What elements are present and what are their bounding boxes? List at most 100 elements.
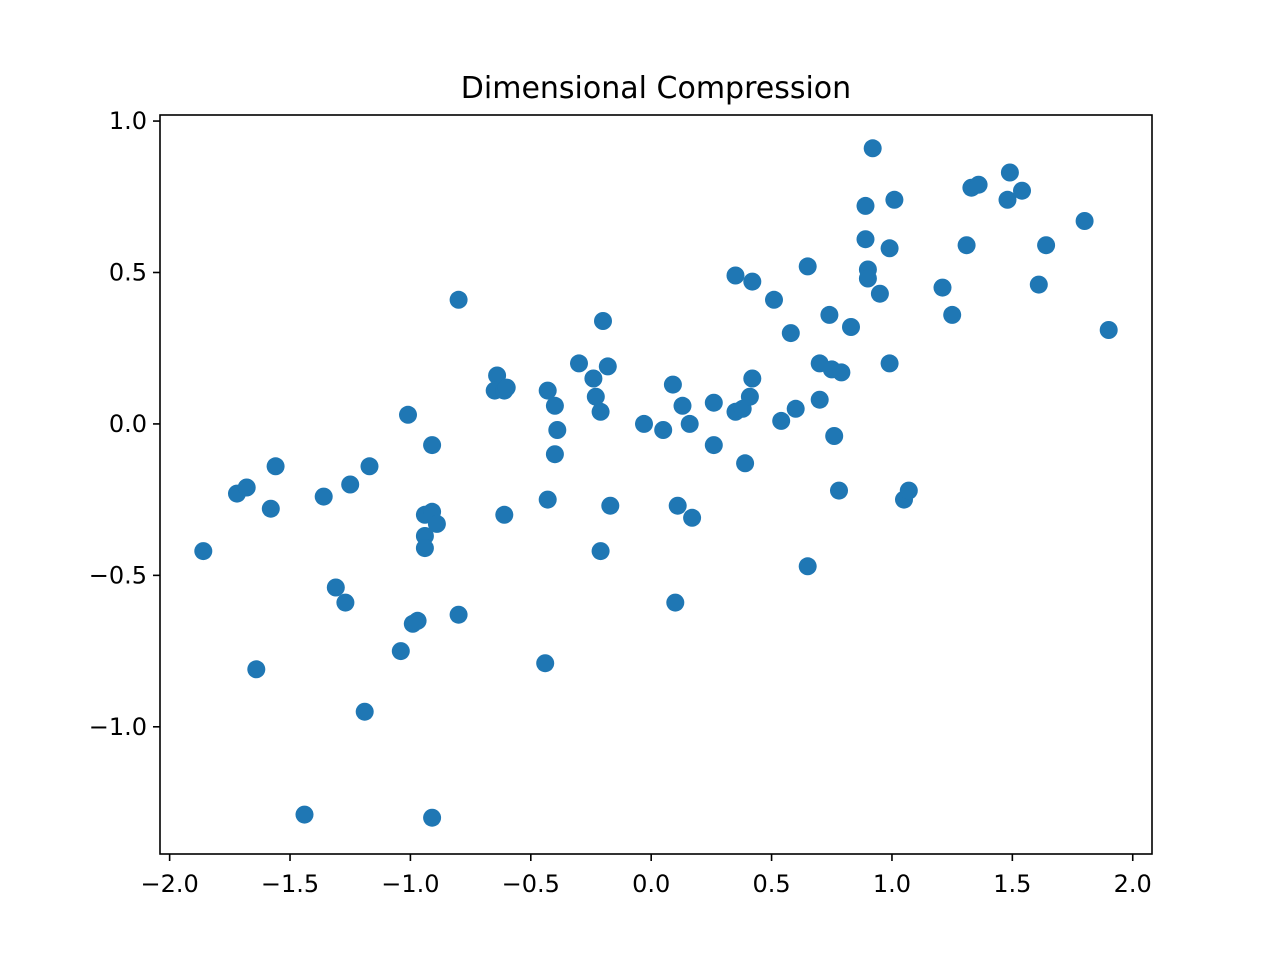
x-tick-label: 1.5 — [993, 870, 1031, 898]
data-point — [355, 702, 374, 721]
data-point — [314, 487, 333, 506]
data-point — [666, 593, 685, 612]
data-point — [856, 230, 875, 249]
data-point — [341, 475, 360, 494]
data-point — [635, 414, 653, 433]
data-point — [449, 605, 468, 624]
data-point — [237, 478, 256, 497]
data-point — [820, 305, 839, 324]
data-point — [194, 542, 213, 561]
x-tick-label: 0.0 — [632, 870, 670, 898]
x-tick-label: −2.0 — [140, 870, 198, 898]
data-point — [247, 660, 266, 679]
data-point — [842, 318, 860, 336]
data-point — [1075, 212, 1094, 230]
data-point — [584, 369, 603, 388]
data-point — [772, 411, 791, 430]
data-point — [408, 611, 427, 630]
data-point — [683, 508, 702, 527]
data-point — [295, 805, 314, 824]
data-point — [1099, 321, 1118, 339]
data-point — [536, 654, 555, 673]
data-point — [943, 305, 962, 324]
x-tick-label: −1.5 — [261, 870, 319, 898]
data-point — [663, 375, 682, 394]
data-points — [194, 139, 1118, 827]
data-point — [601, 496, 620, 515]
x-tick-label: 1.0 — [873, 870, 911, 898]
data-point — [391, 642, 410, 661]
x-tick-label: 0.5 — [752, 870, 790, 898]
data-point — [497, 378, 516, 397]
data-point — [1037, 236, 1056, 255]
data-point — [858, 269, 877, 288]
data-point — [870, 284, 889, 303]
data-point — [591, 402, 610, 421]
data-point — [545, 396, 564, 415]
y-axis-ticks: −1.0 −0.5 0.0 0.5 1.0 — [89, 107, 160, 741]
data-point — [326, 578, 345, 597]
data-point — [266, 457, 285, 476]
y-tick-label: 0.0 — [109, 410, 147, 438]
data-point — [594, 312, 612, 330]
data-point — [427, 514, 446, 533]
x-tick-label: −0.5 — [502, 870, 560, 898]
data-point — [726, 266, 745, 285]
data-point — [765, 290, 783, 309]
data-point — [360, 457, 379, 476]
data-point — [998, 190, 1017, 209]
chart-title: Dimensional Compression — [461, 71, 851, 106]
data-point — [488, 366, 507, 385]
data-point — [570, 354, 588, 373]
data-point — [598, 357, 617, 376]
data-point — [548, 421, 567, 439]
data-point — [786, 399, 805, 418]
data-point — [825, 427, 844, 445]
data-point — [880, 354, 899, 373]
data-point — [863, 139, 882, 158]
data-point — [830, 481, 848, 500]
data-point — [673, 396, 692, 415]
data-point — [798, 257, 817, 276]
data-point — [680, 414, 699, 433]
data-point — [1013, 181, 1031, 200]
y-tick-label: 0.5 — [109, 258, 147, 286]
y-tick-label: 1.0 — [109, 107, 147, 135]
data-point — [654, 421, 673, 439]
data-point — [423, 808, 442, 827]
data-point — [899, 481, 918, 500]
data-point — [832, 363, 851, 382]
x-tick-label: −1.0 — [381, 870, 439, 898]
data-point — [856, 196, 875, 215]
x-axis-ticks: −2.0 −1.5 −1.0 −0.5 0.0 0.5 1.0 1.5 2.0 — [140, 854, 1152, 898]
data-point — [449, 290, 468, 309]
data-point — [798, 557, 817, 576]
data-point — [957, 236, 976, 255]
data-point — [399, 405, 417, 424]
data-point — [781, 324, 800, 343]
y-tick-label: −1.0 — [89, 713, 147, 741]
data-point — [423, 436, 442, 455]
data-point — [933, 278, 952, 297]
data-point — [885, 190, 904, 209]
data-point — [1029, 275, 1048, 294]
data-point — [969, 175, 988, 194]
y-tick-label: −0.5 — [89, 561, 147, 589]
data-point — [704, 393, 723, 412]
plot-frame — [159, 114, 1153, 855]
data-point — [740, 387, 759, 406]
data-point — [261, 499, 280, 518]
data-point — [668, 496, 687, 515]
x-tick-label: 2.0 — [1114, 870, 1152, 898]
data-point — [743, 272, 762, 291]
data-point — [1000, 163, 1019, 182]
data-point — [495, 505, 514, 524]
data-point — [810, 390, 829, 409]
data-point — [743, 369, 762, 388]
data-point — [704, 436, 723, 455]
data-point — [538, 490, 557, 509]
data-point — [736, 454, 755, 473]
data-point — [880, 239, 899, 258]
data-point — [591, 542, 610, 561]
